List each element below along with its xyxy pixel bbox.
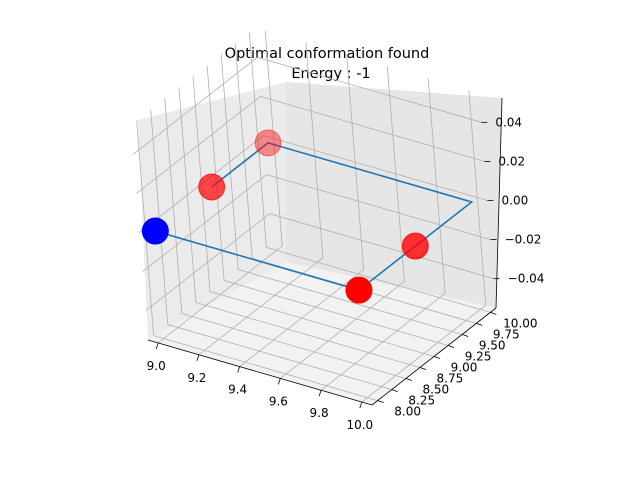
y-tick-label: 8.75 bbox=[437, 372, 464, 386]
point-red bbox=[401, 232, 429, 260]
x-tick-mark bbox=[155, 342, 159, 350]
tick-labels: 9.09.29.49.69.810.08.008.258.508.759.009… bbox=[147, 115, 545, 432]
axis-panes bbox=[138, 82, 502, 405]
x-tick-mark bbox=[359, 401, 363, 409]
y-tick-label: 8.25 bbox=[408, 394, 435, 408]
y-tick-label: 9.00 bbox=[451, 361, 478, 375]
y-tick-mark bbox=[391, 389, 398, 392]
grid-line-z-back bbox=[260, 96, 485, 162]
x-tick-mark bbox=[318, 390, 322, 397]
x-tick-label: 9.4 bbox=[228, 383, 247, 397]
x-tick-mark bbox=[196, 354, 200, 361]
y-tick-label: 9.25 bbox=[465, 349, 492, 363]
grid-line-y bbox=[195, 302, 421, 368]
y-tick-mark bbox=[447, 345, 455, 348]
chart-subtitle: Energy : -1 bbox=[291, 66, 370, 82]
x-tick-label: 9.2 bbox=[187, 371, 206, 385]
y-tick-mark bbox=[419, 367, 427, 370]
grid-line-z-back bbox=[257, 56, 482, 123]
y-tick-mark bbox=[433, 356, 441, 359]
floor-pane bbox=[148, 262, 496, 405]
x-tick-label: 9.0 bbox=[147, 359, 166, 373]
grid-line-z-back bbox=[269, 213, 494, 280]
grid-line-z-back bbox=[263, 135, 488, 201]
grid-line-z-left bbox=[136, 96, 261, 194]
back-wall-pane bbox=[286, 82, 502, 308]
y-tick-label: 9.50 bbox=[479, 338, 506, 352]
grid-line-z-left bbox=[133, 57, 258, 155]
point-blue bbox=[141, 217, 169, 245]
z-tick-label: −0.04 bbox=[508, 272, 545, 286]
grid-line-y bbox=[238, 269, 463, 335]
z-tick-label: 0.02 bbox=[498, 154, 525, 168]
x-tick-label: 10.0 bbox=[346, 418, 373, 432]
point-red bbox=[345, 276, 373, 304]
grid-line-y bbox=[153, 335, 378, 401]
y-tick-label: 10.00 bbox=[503, 316, 537, 330]
z-tick-label: −0.02 bbox=[505, 233, 542, 247]
y-tick-mark bbox=[490, 312, 497, 315]
data-series bbox=[141, 129, 474, 304]
grid-lines bbox=[133, 30, 494, 403]
z-tick-label: 0.00 bbox=[502, 194, 529, 208]
grid-line-z-left bbox=[145, 213, 270, 311]
chart-title: Optimal conformation found bbox=[225, 46, 430, 62]
y-tick-mark bbox=[462, 334, 469, 337]
grid-line-y bbox=[181, 313, 406, 379]
z-axis-line bbox=[495, 97, 503, 309]
y-tick-label: 8.00 bbox=[394, 405, 421, 419]
y-tick-label: 9.75 bbox=[493, 327, 520, 341]
x-tick-label: 9.6 bbox=[269, 394, 288, 408]
y-tick-mark bbox=[377, 400, 384, 403]
y-tick-label: 8.50 bbox=[422, 383, 449, 397]
grid-line-y bbox=[167, 324, 392, 390]
x-tick-mark bbox=[277, 378, 281, 385]
grid-line-y bbox=[209, 291, 435, 357]
grid-line-y bbox=[266, 247, 491, 313]
grid-line-z-back bbox=[266, 174, 491, 240]
chain-line bbox=[155, 141, 474, 292]
y-tick-mark bbox=[405, 378, 412, 381]
z-tick-label: 0.04 bbox=[495, 115, 522, 129]
grid-line-y bbox=[223, 280, 449, 346]
point-red bbox=[254, 129, 282, 157]
x-tick-mark bbox=[237, 366, 241, 373]
x-axis-line bbox=[147, 339, 373, 406]
y-tick-mark bbox=[476, 323, 483, 326]
point-red bbox=[198, 173, 226, 201]
grid-line-z-left bbox=[142, 174, 267, 272]
x-tick-label: 9.8 bbox=[310, 406, 329, 420]
